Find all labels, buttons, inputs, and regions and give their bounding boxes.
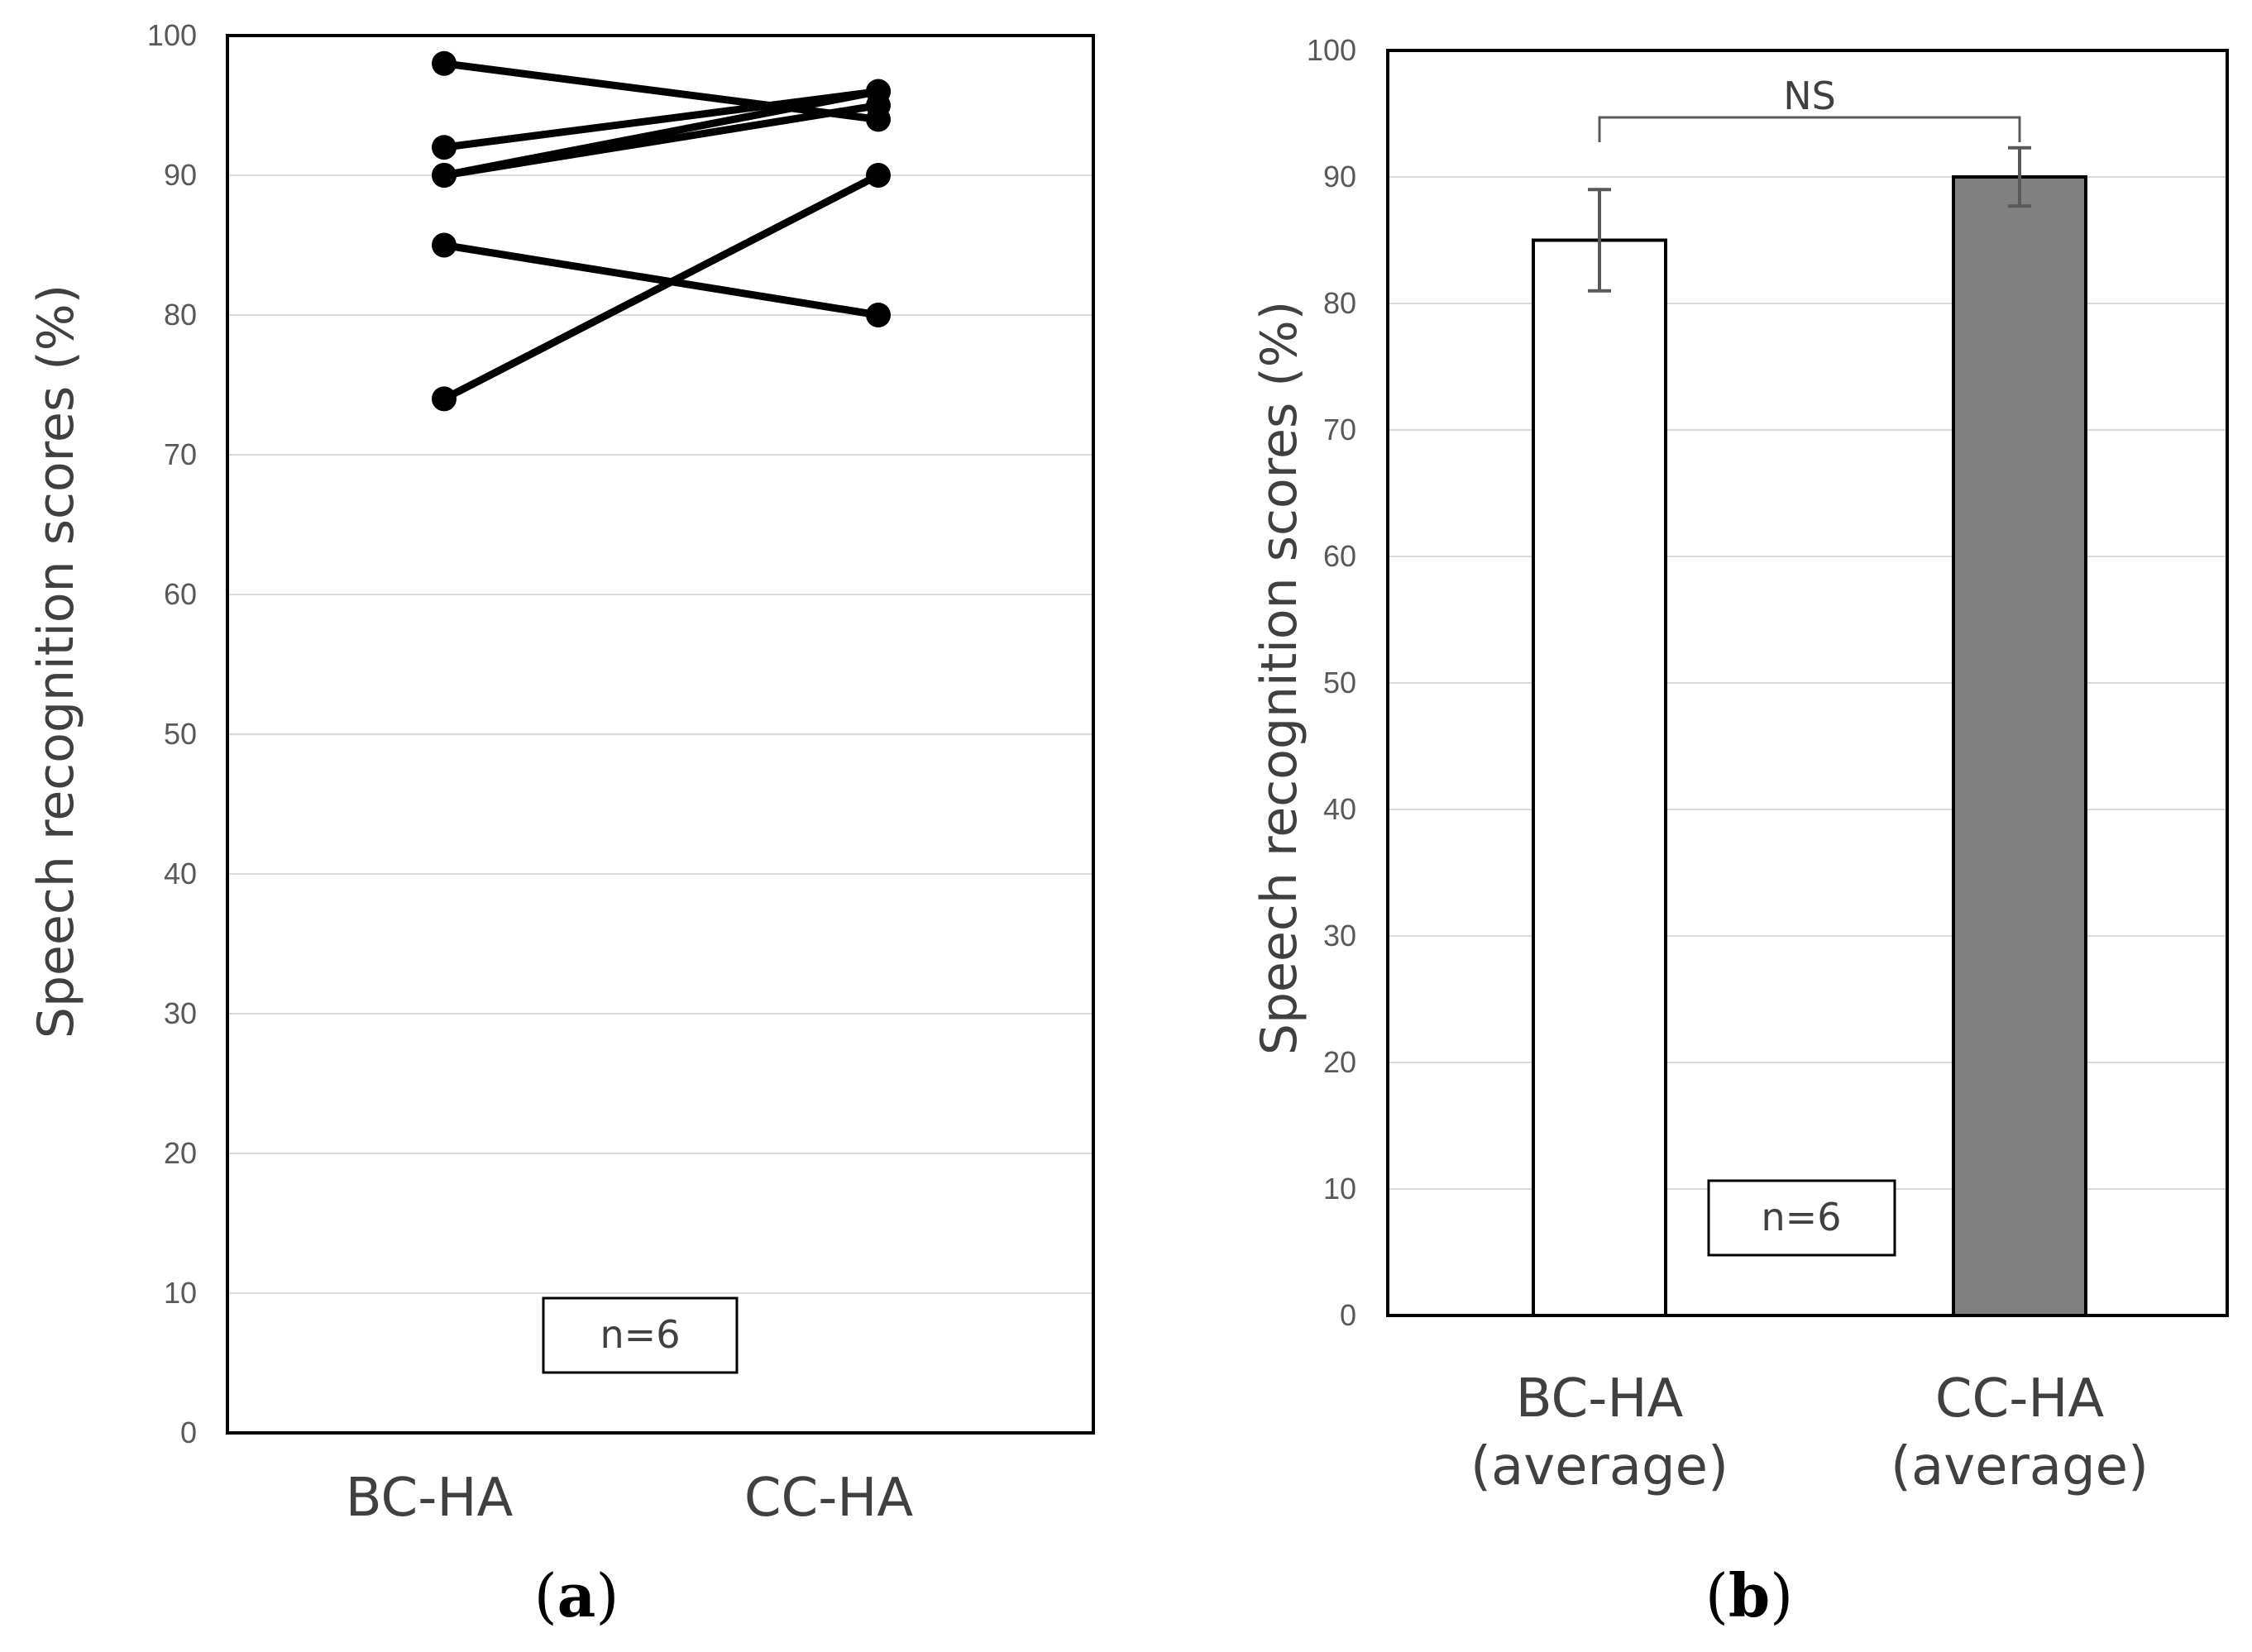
series-lines-a <box>440 60 882 403</box>
y-tick-label: 100 <box>1307 33 1356 67</box>
y-tick-label: 50 <box>1323 666 1356 699</box>
x-category-label: (average) <box>1891 1436 2149 1497</box>
x-category-label: BC-HA <box>346 1468 514 1529</box>
data-point <box>432 135 457 160</box>
panel-label-b: (b) <box>1705 1560 1794 1631</box>
panel-label-a: (a) <box>534 1560 619 1631</box>
y-tick-label: 0 <box>180 1416 197 1449</box>
significance-label: NS <box>1783 74 1836 118</box>
error-bar <box>2008 146 2031 208</box>
chart-panel-a: 0 10 20 30 40 50 60 70 80 90 100 BC-HA CC-HA Speech… <box>27 18 1095 1631</box>
series-line <box>440 60 882 123</box>
x-category-labels-a: BC-HA CC-HA <box>346 1468 914 1529</box>
sample-size-box-a <box>542 1296 739 1374</box>
x-category-label: CC-HA <box>744 1468 914 1529</box>
panel-letter-b: b <box>1728 1560 1770 1631</box>
y-tick-labels-a: 0 10 20 30 40 50 60 70 80 90 100 <box>147 18 197 1449</box>
y-tick-label: 90 <box>164 158 197 192</box>
plot-area-frame-a <box>226 34 1095 1435</box>
data-point <box>432 386 457 412</box>
y-tick-label: 80 <box>1323 286 1356 320</box>
y-tick-label: 70 <box>164 437 197 471</box>
x-category-label: BC-HA <box>1516 1368 1684 1430</box>
y-tick-label: 10 <box>164 1276 197 1310</box>
x-category-labels-b: BC-HA(average)CC-HA(average) <box>1470 1368 2149 1497</box>
x-category-label: (average) <box>1470 1436 1728 1497</box>
y-tick-label: 40 <box>1323 792 1356 826</box>
y-tick-label: 60 <box>1323 539 1356 573</box>
series-line <box>440 171 882 403</box>
series-line <box>440 241 882 319</box>
y-tick-label: 60 <box>164 577 197 611</box>
y-axis-label-a: Speech recognition scores (%) <box>27 284 85 1038</box>
series-line <box>440 102 882 179</box>
y-tick-label: 30 <box>164 996 197 1030</box>
data-point <box>432 50 457 76</box>
series-points-a <box>432 50 891 412</box>
y-tick-label: 40 <box>164 857 197 890</box>
data-point <box>432 163 457 188</box>
plot-area-frame-b <box>1386 49 2229 1317</box>
y-tick-label: 20 <box>164 1136 197 1170</box>
x-category-label: CC-HA <box>1935 1368 2105 1430</box>
error-bar <box>1588 188 1611 293</box>
y-tick-label: 80 <box>164 298 197 332</box>
sample-size-label-a: n=6 <box>600 1312 681 1357</box>
data-point <box>866 93 891 118</box>
y-tick-label: 100 <box>147 18 197 52</box>
bar <box>1952 175 2087 1317</box>
data-point <box>432 232 457 258</box>
sample-size-box-b <box>1707 1179 1896 1257</box>
bars-b <box>1532 175 2087 1317</box>
y-tick-label: 70 <box>1323 413 1356 446</box>
data-point <box>866 163 891 188</box>
bar <box>1532 238 1667 1317</box>
y-tick-label: 0 <box>1340 1298 1356 1332</box>
y-tick-label: 30 <box>1323 919 1356 953</box>
gridlines-b <box>1388 176 2227 1190</box>
series-line <box>440 88 882 151</box>
y-tick-label: 50 <box>164 717 197 751</box>
panel-letter-a: a <box>557 1560 596 1631</box>
y-axis-label-b: Speech recognition scores (%) <box>1250 301 1308 1055</box>
y-tick-label: 10 <box>1323 1172 1356 1206</box>
significance-bracket <box>1598 116 2021 142</box>
y-tick-label: 90 <box>1323 160 1356 193</box>
y-tick-label: 20 <box>1323 1045 1356 1079</box>
error-bars-b <box>1588 146 2031 293</box>
y-tick-labels-b: 0 10 20 30 40 50 60 70 80 90 100 <box>1307 33 1356 1332</box>
sample-size-label-b: n=6 <box>1762 1195 1842 1239</box>
data-point <box>866 303 891 327</box>
gridlines-a <box>227 174 1093 1294</box>
